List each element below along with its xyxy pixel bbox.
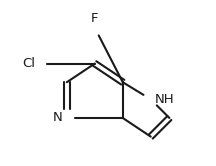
Text: NH: NH — [155, 93, 174, 106]
Text: Cl: Cl — [23, 57, 36, 70]
Text: N: N — [53, 112, 63, 124]
Text: F: F — [91, 12, 98, 25]
